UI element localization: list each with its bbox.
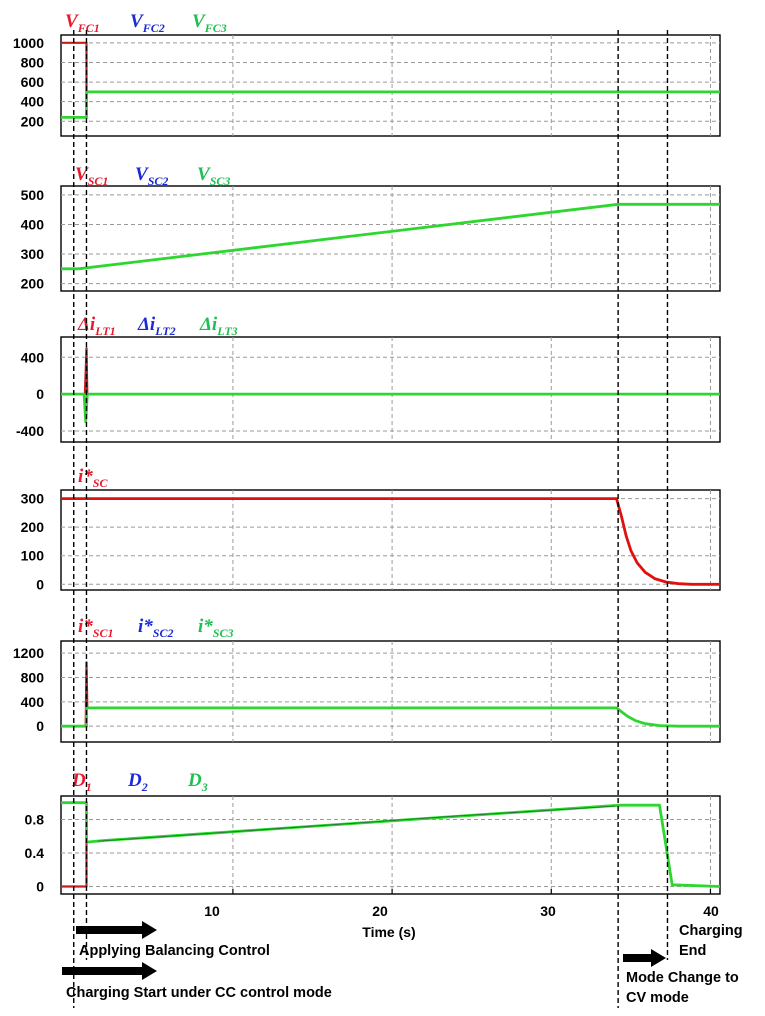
annotations: Applying Balancing Control Charging Star… [62,921,743,1006]
x-axis-title: Time (s) [362,924,415,940]
plot-frame [60,795,721,895]
y-tick-label: 200 [21,276,45,292]
balancing-arrow [76,921,157,939]
plot-frame [60,34,721,137]
legend-entry: D2 [127,770,148,794]
panel-vsc: 500 400 300 200 VSC1 VSC2 VSC3 [21,164,721,292]
y-tick-label: 0 [36,718,44,734]
legend-entry: D3 [187,770,208,794]
mode-change-label-line2: CV mode [626,990,689,1006]
plot-frame [60,489,721,591]
legend-entry: i*SC2 [138,616,173,640]
legend-entry: i*SC [78,466,108,490]
panel-isc_ref: 1200 800 400 0 i*SC1 i*SC2 i*SC3 [13,616,721,743]
y-tick-label: 0.4 [25,845,45,861]
y-tick-label: 0.8 [25,811,45,827]
series-line [97,805,615,842]
series-line [61,90,720,119]
y-tick-label: 200 [21,113,45,129]
plot-frame [60,640,721,743]
y-tick-label: 0 [36,576,44,592]
charging-start-arrow [62,962,157,980]
charging-start-label: Charging Start under CC control mode [66,985,332,1001]
y-tick-label: 400 [21,694,45,710]
charging-end-label: Charging [679,923,743,939]
legend-entry: ΔiLT2 [137,314,176,338]
legend-entry: ΔiLT3 [199,314,238,338]
legend-entry: i*SC1 [78,616,113,640]
legend-entry: VSC3 [197,164,230,188]
x-tick-label: 10 [204,903,220,919]
legend-entry: VSC1 [75,164,108,188]
panel-isc: 300 200 100 0 i*SC [21,466,721,592]
legend-entry: D1 [71,770,92,794]
y-tick-label: 100 [21,548,45,564]
mode-change-label: Mode Change to [626,970,739,986]
y-tick-label: 0 [36,386,44,402]
y-tick-label: 300 [21,246,45,262]
panel-duty: 0.8 0.4 0 D1 D2 D3 [25,770,721,895]
x-tick-label: 30 [540,903,556,919]
plot-frame [60,185,721,292]
legend-entry: VFC2 [130,11,165,35]
legend-entry: ΔiLT1 [77,314,116,338]
y-tick-label: 800 [21,670,45,686]
mode-change-arrow [623,949,666,967]
x-axis: 10 20 30 40 Time (s) [204,903,719,940]
y-tick-label: 400 [21,94,45,110]
legend-entry: VFC3 [192,11,227,35]
y-tick-label: -400 [16,423,44,439]
y-tick-label: 200 [21,519,45,535]
legend-entry: VFC1 [65,11,100,35]
balancing-label: Applying Balancing Control [79,943,270,959]
legend-entry: i*SC3 [198,616,233,640]
x-tick-label: 40 [703,903,719,919]
y-tick-label: 0 [36,878,44,894]
y-tick-label: 800 [21,54,45,70]
series-line [61,497,720,586]
charging-end-label-line2: End [679,943,706,959]
y-tick-label: 500 [21,187,45,203]
y-tick-label: 1200 [13,645,44,661]
y-tick-label: 400 [21,349,45,365]
series-line [61,392,720,424]
y-tick-label: 400 [21,216,45,232]
series-line [61,202,720,271]
legend-entry: VSC2 [135,164,168,188]
y-tick-label: 300 [21,491,45,507]
panel-dilt: 400 0 -400 ΔiLT1 ΔiLT2 ΔiLT3 [16,314,721,443]
panel-vfc: 1000 800 600 400 200 VFC1 VFC2 VFC3 [13,11,721,137]
y-tick-label: 1000 [13,35,44,51]
y-tick-label: 600 [21,74,45,90]
x-tick-label: 20 [372,903,388,919]
plot-frame [60,336,721,443]
